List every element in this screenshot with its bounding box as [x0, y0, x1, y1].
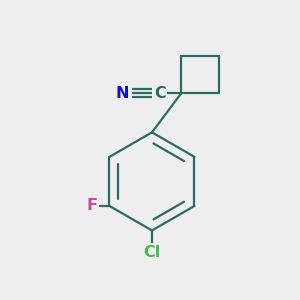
Text: F: F: [86, 198, 97, 213]
Text: C: C: [154, 85, 166, 100]
Text: N: N: [116, 85, 129, 100]
Text: Cl: Cl: [143, 244, 161, 260]
